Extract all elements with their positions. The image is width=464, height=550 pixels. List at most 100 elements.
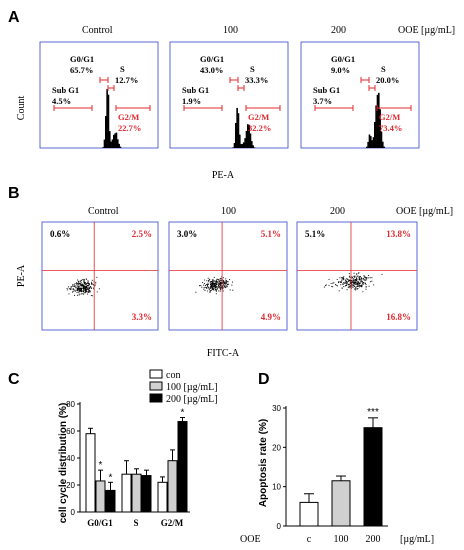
histogram-bar	[244, 138, 246, 148]
event-dot	[77, 283, 79, 285]
event-dot	[211, 283, 213, 285]
event-dot	[346, 282, 348, 285]
event-dot	[83, 279, 85, 281]
event-dot	[224, 285, 226, 287]
event-dot	[77, 287, 80, 289]
bar	[363, 427, 383, 527]
event-dot	[216, 281, 219, 283]
event-dot	[78, 280, 80, 282]
event-dot	[213, 287, 215, 289]
quadrant-lr-value: 4.9%	[261, 312, 281, 322]
event-dot	[342, 279, 344, 281]
g2m-value: 32.2%	[248, 123, 271, 133]
panel-label-a: A	[8, 9, 20, 26]
event-dot	[82, 285, 84, 287]
event-dot	[333, 282, 335, 284]
event-dot	[231, 284, 233, 286]
event-dot	[69, 289, 71, 291]
event-dot	[218, 279, 220, 282]
event-dot	[359, 280, 362, 282]
event-dot	[75, 282, 77, 284]
event-dot	[224, 280, 227, 282]
event-dot	[88, 287, 90, 289]
event-dot	[85, 284, 87, 286]
event-dot	[369, 277, 371, 279]
event-dot	[362, 283, 364, 286]
event-dot	[68, 293, 70, 295]
event-dot	[72, 284, 74, 286]
event-dot	[347, 279, 349, 281]
event-dot	[206, 280, 208, 282]
event-dot	[348, 284, 350, 286]
event-dot	[87, 293, 89, 295]
panel-b-condition-1: 100	[221, 206, 236, 217]
histogram-bar	[110, 141, 112, 148]
event-dot	[229, 279, 231, 281]
event-dot	[381, 273, 383, 275]
histogram-bar	[103, 139, 106, 148]
quadrant-ul-value: 0.6%	[50, 229, 70, 239]
event-dot	[210, 281, 212, 283]
event-dot	[203, 282, 205, 285]
event-dot	[357, 285, 359, 287]
event-dot	[200, 285, 202, 287]
event-dot	[219, 284, 221, 286]
event-dot	[224, 283, 226, 285]
legend-label: 200 [µg/mL]	[166, 394, 218, 405]
y-tick-label: 0	[71, 508, 76, 517]
legend-swatch	[149, 381, 163, 391]
event-dot	[219, 279, 221, 281]
event-dot	[359, 278, 361, 280]
event-dot	[222, 277, 224, 279]
category-label: 200	[366, 534, 381, 545]
event-dot	[361, 286, 363, 288]
event-dot	[355, 286, 357, 288]
panel-b-x-label: FITC-A	[207, 348, 240, 359]
event-dot	[368, 285, 370, 287]
event-dot	[88, 291, 90, 293]
event-dot	[353, 272, 355, 274]
event-dot	[353, 281, 355, 283]
g2m-value: 73.4%	[379, 123, 402, 133]
x-prefix-label: OOE	[240, 534, 261, 545]
event-dot	[203, 284, 205, 286]
event-dot	[366, 277, 368, 279]
s-label: S	[120, 64, 125, 74]
panel-label-c: C	[8, 371, 20, 388]
event-dot	[363, 277, 365, 280]
s-label: S	[381, 64, 386, 74]
event-dot	[95, 281, 97, 283]
event-dot	[356, 275, 358, 277]
event-dot	[77, 279, 79, 281]
event-dot	[373, 284, 375, 286]
s-value: 12.7%	[115, 75, 138, 85]
event-dot	[351, 276, 353, 278]
event-dot	[219, 290, 221, 292]
g2m-label: G2/M	[118, 112, 139, 122]
histogram-bar	[253, 147, 256, 148]
event-dot	[227, 281, 229, 283]
event-dot	[348, 280, 350, 282]
event-dot	[225, 284, 227, 286]
event-dot	[85, 285, 87, 287]
event-dot	[349, 276, 351, 278]
event-dot	[371, 280, 373, 282]
event-dot	[74, 283, 76, 285]
event-dot	[358, 284, 361, 286]
event-dot	[77, 289, 79, 291]
event-dot	[78, 289, 80, 291]
histogram-bar	[109, 131, 111, 148]
event-dot	[343, 276, 345, 278]
event-dot	[76, 291, 78, 293]
histogram-bar	[366, 146, 368, 148]
event-dot	[220, 278, 222, 280]
legend-swatch	[149, 393, 163, 403]
event-dot	[78, 292, 80, 294]
panel-a-y-label: Count	[16, 96, 27, 121]
scatter-frame	[168, 221, 288, 331]
event-dot	[212, 282, 214, 284]
event-dot	[208, 288, 210, 290]
event-dot	[354, 281, 356, 283]
event-dot	[92, 287, 95, 289]
